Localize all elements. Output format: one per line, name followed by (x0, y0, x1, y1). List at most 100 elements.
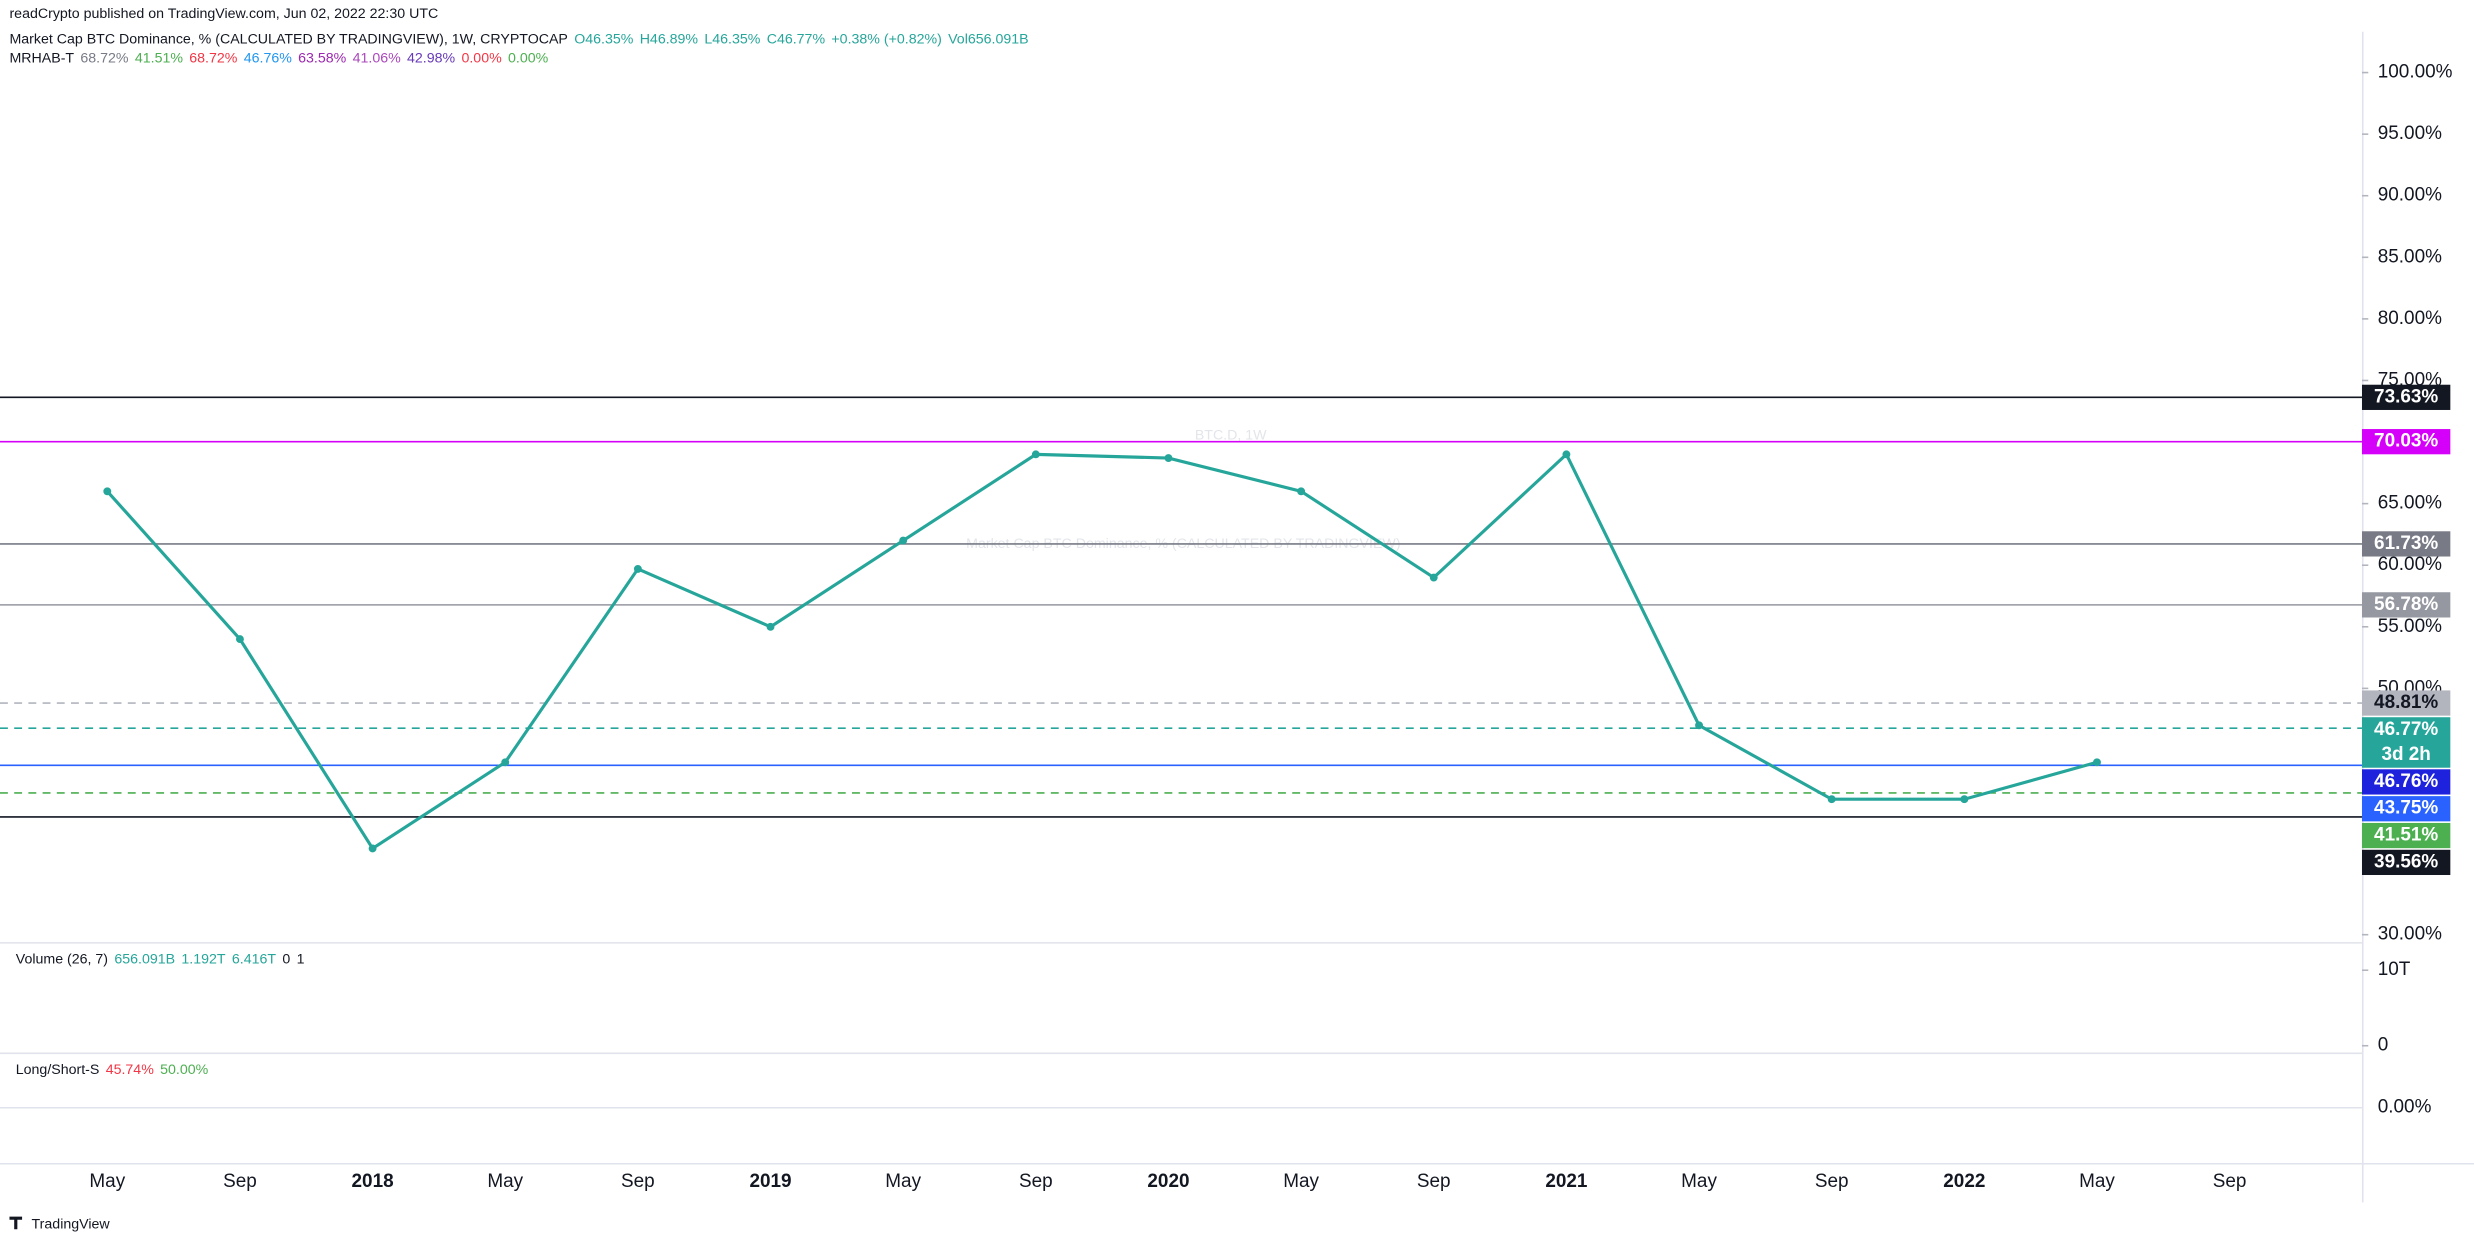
x-tick-label: 2022 (1943, 1171, 1985, 1192)
volume-legend: Volume (26, 7) 656.091B 1.192T 6.416T 0 1 (16, 951, 305, 967)
price-point (1297, 487, 1306, 496)
price-tag (2361, 822, 2451, 849)
ls-legend: Long/Short-S 45.74% 50.00% (16, 1062, 209, 1078)
price-point (1562, 450, 1571, 459)
x-tick-label: Sep (1417, 1171, 1451, 1192)
price-point (1164, 454, 1173, 463)
indicator-value: 68.72% (189, 50, 238, 66)
x-tick-label: May (885, 1171, 921, 1192)
x-tick-label: 2021 (1545, 1171, 1587, 1192)
price-tag-label: 41.51% (2374, 825, 2438, 846)
price-tag-label: 46.77% (2374, 719, 2438, 740)
legend-ohlc: +0.38% (+0.82%) (831, 31, 941, 47)
price-tag (2361, 769, 2451, 795)
price-tag-label: 39.56% (2374, 851, 2438, 872)
price-tag (2361, 717, 2451, 768)
volume-value: 1 (297, 951, 305, 967)
price-point (1827, 795, 1836, 804)
x-tick-label: Sep (223, 1171, 257, 1192)
y-tick-label: 55.00% (2378, 616, 2442, 637)
x-tick-label: 2020 (1147, 1171, 1189, 1192)
ls-value: 50.00% (160, 1062, 209, 1078)
price-point (766, 622, 775, 631)
x-tick-label: Sep (1019, 1171, 1053, 1192)
y-tick-label: 90.00% (2378, 185, 2442, 206)
price-point (368, 844, 377, 853)
x-tick-label: May (2079, 1171, 2115, 1192)
indicator-value: 42.98% (407, 50, 456, 66)
price-tag-label: 46.76% (2374, 771, 2438, 792)
legend-ohlc: L46.35% (704, 31, 760, 47)
price-tag-label: 70.03% (2374, 431, 2438, 452)
x-tick-label: May (89, 1171, 125, 1192)
price-point (2093, 758, 2101, 767)
price-tag-label: 61.73% (2374, 533, 2438, 554)
price-tag (2361, 796, 2451, 822)
indicator-value: 46.76% (244, 50, 293, 66)
legend-line: Market Cap BTC Dominance, % (CALCULATED … (9, 31, 1028, 47)
logo (9, 1216, 23, 1230)
price-tag-label: 43.75% (2374, 798, 2438, 819)
legend-title: Market Cap BTC Dominance, % (CALCULATED … (9, 31, 567, 47)
price-tag (2361, 690, 2451, 716)
y-tick-label: 95.00% (2378, 123, 2442, 144)
ls-value: 45.74% (106, 1062, 155, 1078)
volume-tick-label: 10T (2378, 959, 2411, 980)
legend-ohlc: Vol656.091B (948, 31, 1028, 47)
indicator-value: 68.72% (80, 50, 129, 66)
y-tick-label: 85.00% (2378, 246, 2442, 267)
x-tick-label: Sep (621, 1171, 655, 1192)
price-tag (2361, 849, 2451, 876)
y-tick-label: 30.00% (2378, 924, 2442, 945)
indicator-name: MRHAB-T (9, 50, 74, 66)
y-tick-label: 60.00% (2378, 554, 2442, 575)
x-tick-label: 2018 (352, 1171, 394, 1192)
x-tick-label: Sep (1815, 1171, 1849, 1192)
x-tick-label: Sep (2213, 1171, 2247, 1192)
price-tag-label: 48.81% (2374, 692, 2438, 713)
price-point (633, 564, 642, 573)
y-tick-label: 80.00% (2378, 308, 2442, 329)
indicator-value: 63.58% (298, 50, 347, 66)
indicator-value: 0.00% (461, 50, 502, 66)
price-point (1695, 721, 1703, 730)
price-tag-label: 73.63% (2374, 386, 2438, 407)
price-point (1031, 450, 1040, 459)
x-tick-label: May (1681, 1171, 1717, 1192)
footer: TradingView (32, 1216, 111, 1232)
indicator-line: MRHAB-T 68.72% 41.51% 68.72% 46.76% 63.58% 41.… (9, 50, 548, 66)
price-tag (2361, 592, 2451, 618)
x-tick-label: May (487, 1171, 523, 1192)
legend-ohlc: H46.89% (640, 31, 699, 47)
price-tag (2361, 384, 2451, 410)
price-point (103, 487, 112, 496)
price-tag (2361, 429, 2451, 455)
price-point (1960, 795, 1969, 804)
volume-value: 6.416T (232, 951, 277, 967)
publisher: readCrypto published on TradingView.com,… (9, 6, 438, 22)
y-tick-label: 100.00% (2378, 62, 2453, 83)
volume-value: 0 (282, 951, 290, 967)
x-tick-label: May (1283, 1171, 1319, 1192)
watermark: BTC.D, 1W (1195, 427, 1267, 443)
price-point (235, 635, 244, 644)
volume-value: 656.091B (114, 951, 175, 967)
legend-ohlc: C46.77% (767, 31, 826, 47)
ls-tick-label: 0.00% (2378, 1097, 2432, 1118)
volume-name: Volume (26, 7) (16, 951, 108, 967)
price-point (501, 758, 510, 767)
price-point (1429, 573, 1438, 582)
indicator-value: 0.00% (508, 50, 549, 66)
price-line (106, 451, 2098, 851)
volume-tick-label: 0 (2378, 1035, 2389, 1056)
x-tick-label: 2019 (749, 1171, 791, 1192)
y-tick-label: 65.00% (2378, 493, 2442, 514)
indicator-value: 41.06% (353, 50, 402, 66)
price-point (899, 536, 908, 545)
price-tag-sublabel: 3d 2h (2381, 744, 2430, 765)
indicator-value: 41.51% (135, 50, 184, 66)
volume-value: 1.192T (181, 951, 226, 967)
ls-name: Long/Short-S (16, 1062, 100, 1078)
